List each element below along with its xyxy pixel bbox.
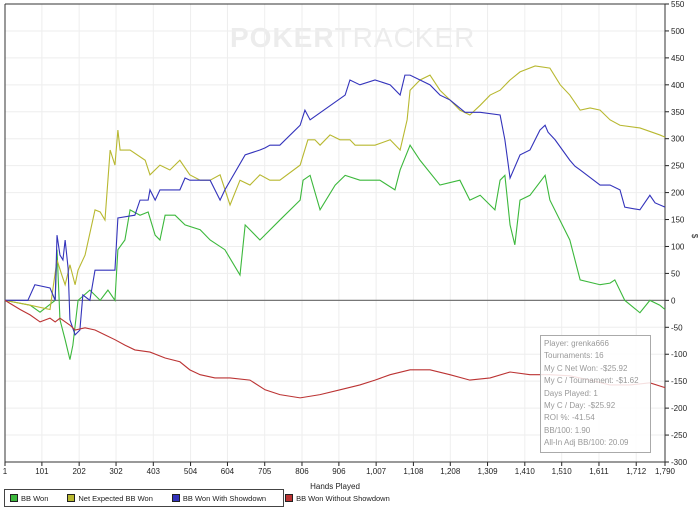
y-tick-label: -200 bbox=[671, 404, 688, 413]
series-line-net-expected-bb-won bbox=[4, 65, 666, 311]
x-tick-label: 202 bbox=[72, 467, 86, 476]
y-tick-label: 400 bbox=[671, 81, 685, 90]
legend-item: Net Expected BB Won bbox=[67, 493, 153, 503]
series-line-bb-won bbox=[4, 143, 666, 360]
stat-line: My C / Tournament: -$1.62 bbox=[544, 376, 639, 386]
y-tick-label: 300 bbox=[671, 135, 685, 144]
series-line-bb-won-without-showdown bbox=[4, 299, 666, 399]
x-tick-label: 1,790 bbox=[655, 467, 676, 476]
x-axis-label: Hands Played bbox=[310, 482, 360, 491]
x-tick-label: 1,309 bbox=[478, 467, 499, 476]
legend-item: BB Won bbox=[10, 494, 48, 503]
stat-line: Tournaments: 16 bbox=[544, 351, 604, 361]
y-tick-label: -100 bbox=[671, 350, 688, 359]
legend-item: BB Won With Showdown bbox=[171, 493, 267, 503]
legend-swatch bbox=[171, 494, 180, 502]
player-stats-box: Player: grenka666 Tournaments: 16 My C Net… bbox=[540, 335, 651, 453]
y-tick-label: 550 bbox=[671, 0, 685, 9]
stat-line: BB/100: 1.90 bbox=[544, 425, 591, 435]
x-tick-label: 504 bbox=[184, 467, 198, 476]
pokertracker-watermark: POKERTRACKER bbox=[230, 22, 475, 54]
x-tick-label: 806 bbox=[295, 467, 309, 476]
watermark-light: TRACKER bbox=[334, 22, 476, 53]
y-tick-label: 250 bbox=[671, 162, 685, 171]
stat-line: Days Played: 1 bbox=[544, 388, 598, 398]
y-tick-label: 450 bbox=[671, 54, 685, 63]
x-tick-label: 1,712 bbox=[626, 467, 647, 476]
legend-label: BB Won With Showdown bbox=[182, 493, 267, 503]
x-tick-label: 604 bbox=[221, 467, 235, 476]
legend-swatch bbox=[285, 494, 294, 502]
y-tick-label: -150 bbox=[671, 377, 688, 386]
y-tick-label: 200 bbox=[671, 189, 685, 198]
legend-swatch bbox=[67, 494, 76, 502]
x-tick-label: 302 bbox=[109, 467, 123, 476]
watermark-bold: POKER bbox=[230, 22, 335, 53]
y-tick-label: -300 bbox=[671, 458, 688, 467]
x-tick-label: 101 bbox=[35, 467, 49, 476]
x-tick-label: 1,108 bbox=[403, 467, 424, 476]
y-tick-label: -50 bbox=[671, 323, 683, 332]
stat-line: My C Net Won: -$25.92 bbox=[544, 363, 628, 373]
x-tick-label: 906 bbox=[332, 467, 346, 476]
series-line-bb-won-with-showdown bbox=[5, 74, 666, 336]
stat-line: All-In Adj BB/100: 20.09 bbox=[544, 438, 629, 448]
legend-label: BB Won Without Showdown bbox=[296, 493, 390, 503]
y-axis-label: $ bbox=[690, 234, 699, 239]
stat-line: ROI %: -41.54 bbox=[544, 413, 595, 423]
legend-swatch bbox=[10, 494, 18, 502]
y-tick-label: -250 bbox=[671, 431, 688, 440]
y-tick-label: 150 bbox=[671, 216, 685, 225]
legend-label: Net Expected BB Won bbox=[78, 493, 153, 503]
y-tick-label: 50 bbox=[671, 269, 680, 278]
y-tick-label: 350 bbox=[671, 108, 685, 117]
y-tick-label: 500 bbox=[671, 27, 685, 36]
x-tick-label: 705 bbox=[258, 467, 272, 476]
x-tick-label: 1,007 bbox=[366, 467, 387, 476]
x-tick-label: 1,510 bbox=[552, 467, 573, 476]
stat-line: My C / Day: -$25.92 bbox=[544, 401, 616, 411]
legend-label: BB Won bbox=[21, 493, 49, 503]
x-tick-label: 1,611 bbox=[589, 467, 609, 476]
legend-item: BB Won Without Showdown bbox=[285, 494, 390, 503]
y-tick-label: 0 bbox=[671, 296, 676, 305]
x-tick-label: 1,410 bbox=[515, 467, 536, 476]
x-tick-label: 1 bbox=[3, 467, 8, 476]
x-tick-label: 403 bbox=[147, 467, 161, 476]
y-tick-label: 100 bbox=[671, 242, 685, 251]
legend: BB Won Net Expected BB Won BB Won With Sho… bbox=[4, 489, 390, 507]
stat-line: Player: grenka666 bbox=[544, 339, 609, 348]
x-tick-label: 1,208 bbox=[440, 467, 461, 476]
